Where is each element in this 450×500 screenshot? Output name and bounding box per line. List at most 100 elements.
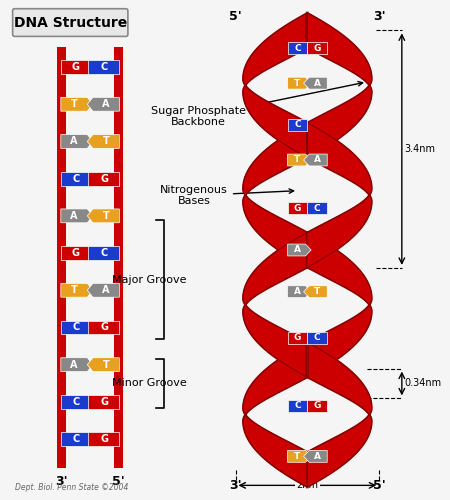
Polygon shape	[243, 123, 308, 268]
Text: G: G	[100, 397, 108, 407]
Polygon shape	[87, 284, 119, 297]
Text: 5': 5'	[373, 480, 386, 492]
Polygon shape	[307, 343, 372, 487]
Text: C: C	[314, 204, 320, 213]
Polygon shape	[288, 244, 311, 256]
Polygon shape	[306, 13, 307, 49]
Bar	[288, 42, 307, 54]
Bar	[61, 320, 91, 334]
Polygon shape	[61, 358, 93, 372]
Text: G: G	[100, 322, 108, 332]
Polygon shape	[288, 77, 311, 89]
Bar	[88, 432, 119, 446]
Bar	[61, 395, 91, 409]
Text: G: G	[294, 334, 301, 342]
Polygon shape	[61, 98, 93, 111]
Text: 0.34nm: 0.34nm	[405, 378, 442, 388]
Polygon shape	[307, 13, 372, 158]
Text: DNA Structure: DNA Structure	[14, 16, 127, 30]
Bar	[114, 48, 123, 468]
Polygon shape	[87, 98, 119, 111]
Text: T: T	[103, 136, 109, 146]
Text: A: A	[294, 246, 301, 254]
Text: G: G	[100, 434, 108, 444]
Text: C: C	[72, 397, 80, 407]
Text: T: T	[71, 100, 77, 110]
Polygon shape	[307, 13, 372, 158]
Text: 3': 3'	[112, 28, 125, 40]
Polygon shape	[304, 77, 327, 89]
Bar	[61, 246, 91, 260]
Text: T: T	[294, 452, 301, 461]
Text: G: G	[294, 204, 301, 213]
Text: C: C	[72, 174, 80, 184]
Polygon shape	[304, 286, 327, 298]
Text: C: C	[101, 62, 108, 72]
Text: Major Groove: Major Groove	[112, 274, 187, 284]
Bar	[307, 42, 327, 54]
Text: A: A	[294, 287, 301, 296]
Polygon shape	[243, 343, 307, 487]
Bar	[307, 202, 327, 214]
Text: T: T	[294, 78, 301, 88]
Text: Sugar Phosphate
Backbone: Sugar Phosphate Backbone	[151, 82, 363, 128]
Polygon shape	[307, 123, 372, 268]
Bar	[57, 48, 67, 468]
Polygon shape	[288, 286, 311, 298]
Text: G: G	[100, 174, 108, 184]
Bar	[288, 119, 307, 131]
Text: 3': 3'	[229, 480, 242, 492]
Polygon shape	[288, 450, 311, 462]
Bar	[88, 320, 119, 334]
Bar	[288, 202, 307, 214]
Text: A: A	[70, 211, 78, 221]
Text: T: T	[71, 286, 77, 296]
Text: 3': 3'	[55, 476, 68, 488]
Text: A: A	[103, 286, 110, 296]
Polygon shape	[61, 284, 93, 297]
Bar	[88, 395, 119, 409]
Text: A: A	[70, 360, 78, 370]
Polygon shape	[304, 154, 327, 166]
Polygon shape	[306, 233, 372, 378]
Text: C: C	[294, 44, 301, 52]
Polygon shape	[243, 123, 308, 268]
Bar	[307, 400, 327, 412]
Polygon shape	[243, 14, 308, 158]
Polygon shape	[61, 134, 93, 148]
Polygon shape	[87, 209, 119, 223]
Polygon shape	[243, 233, 308, 378]
Text: 2nm: 2nm	[297, 480, 318, 490]
Text: 5': 5'	[112, 476, 125, 488]
Text: 3': 3'	[373, 10, 386, 22]
Bar	[88, 246, 119, 260]
Text: A: A	[103, 100, 110, 110]
Text: C: C	[314, 334, 320, 342]
Polygon shape	[87, 134, 119, 148]
Text: A: A	[70, 136, 78, 146]
Bar	[61, 432, 91, 446]
Text: 5': 5'	[229, 10, 242, 22]
Text: Dept. Biol. Penn State ©2004: Dept. Biol. Penn State ©2004	[14, 484, 128, 492]
Text: T: T	[314, 287, 320, 296]
Bar	[288, 332, 307, 344]
Polygon shape	[61, 209, 93, 223]
Bar	[307, 332, 327, 344]
Text: C: C	[72, 434, 80, 444]
Text: G: G	[314, 402, 321, 410]
Polygon shape	[288, 154, 311, 166]
Polygon shape	[306, 233, 372, 378]
Polygon shape	[306, 13, 307, 49]
Polygon shape	[243, 14, 308, 158]
Bar	[88, 172, 119, 185]
Polygon shape	[87, 358, 119, 372]
Text: Nitrogenous
Bases: Nitrogenous Bases	[160, 185, 293, 206]
Polygon shape	[243, 343, 307, 487]
Text: G: G	[314, 44, 321, 52]
Polygon shape	[243, 233, 308, 378]
Text: C: C	[294, 120, 301, 130]
Text: A: A	[314, 452, 321, 461]
FancyBboxPatch shape	[13, 8, 128, 36]
Text: C: C	[101, 248, 108, 258]
Text: 5': 5'	[55, 28, 68, 40]
